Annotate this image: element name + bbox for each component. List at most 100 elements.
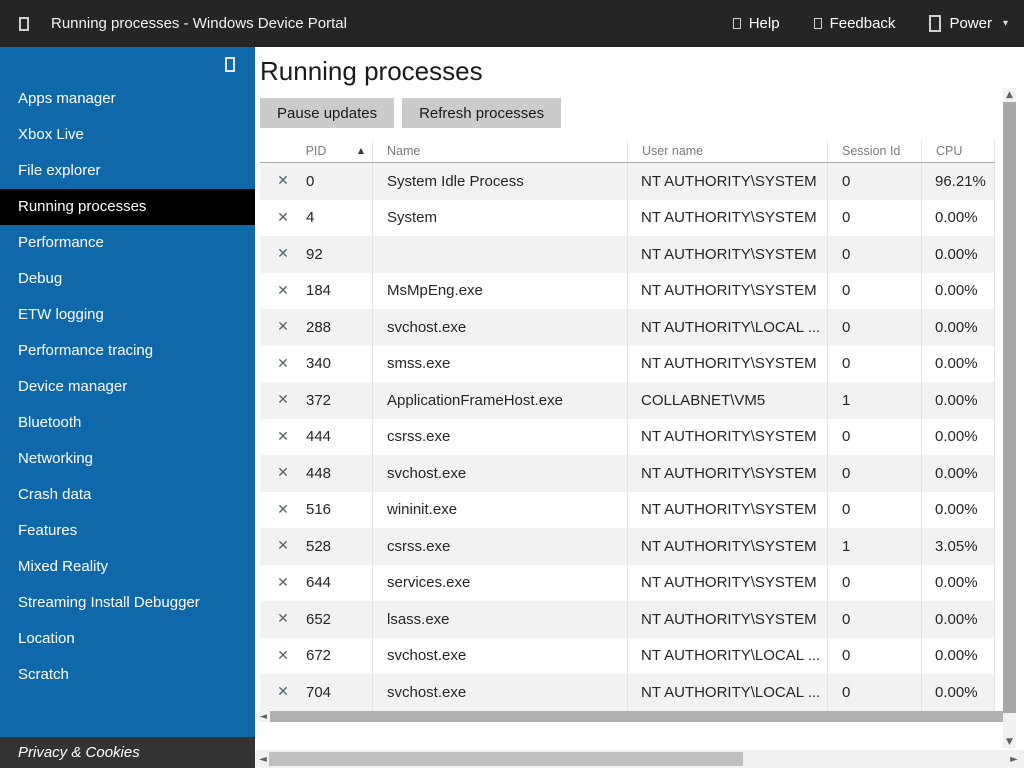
table-header-row: PID ▲ Name User name Session Id CPU (260, 140, 995, 163)
column-header-pid[interactable]: PID ▲ (260, 144, 372, 158)
process-pid: 184 (306, 282, 332, 300)
table-row: ✕ 672 svchost.exe NT AUTHORITY\LOCAL ... 0 0.… (260, 637, 995, 674)
vertical-scrollbar[interactable]: ▲ ▼ (1003, 88, 1016, 748)
kill-process-icon[interactable]: ✕ (277, 428, 289, 445)
sidebar-item-xbox-live[interactable]: Xbox Live (18, 126, 84, 143)
process-cpu: 0.00% (921, 674, 995, 711)
table-row: ✕ 92 NT AUTHORITY\SYSTEM 0 0.00% (260, 236, 995, 273)
table-horizontal-scrollbar-thumb[interactable] (270, 711, 1003, 722)
process-session-id: 0 (827, 345, 921, 382)
table-row: ✕ 184 MsMpEng.exe NT AUTHORITY\SYSTEM 0 0.00% (260, 272, 995, 309)
table-row: ✕ 372 ApplicationFrameHost.exe COLLABNET\VM… (260, 382, 995, 419)
kill-process-icon[interactable]: ✕ (277, 538, 289, 555)
scroll-up-icon[interactable]: ▲ (1006, 89, 1013, 100)
process-session-id: 0 (827, 564, 921, 601)
page-horizontal-scrollbar-thumb[interactable] (269, 752, 743, 766)
process-pid: 528 (306, 537, 332, 555)
collapse-sidebar-icon[interactable] (225, 57, 235, 72)
page-scroll-right-icon[interactable]: ► (1010, 753, 1018, 765)
sidebar-item-scratch[interactable]: Scratch (18, 666, 69, 683)
kill-process-icon[interactable]: ✕ (277, 319, 289, 336)
kill-process-icon[interactable]: ✕ (277, 173, 289, 190)
kill-process-icon[interactable]: ✕ (277, 282, 289, 299)
feedback-button[interactable]: Feedback (813, 15, 896, 32)
table-row: ✕ 644 services.exe NT AUTHORITY\SYSTEM 0 0.00… (260, 564, 995, 601)
process-user-name: NT AUTHORITY\SYSTEM (627, 272, 827, 309)
process-user-name: NT AUTHORITY\SYSTEM (627, 564, 827, 601)
table-horizontal-scrollbar[interactable]: ◄ (258, 711, 1003, 722)
process-name: lsass.exe (372, 601, 627, 638)
process-name: svchost.exe (372, 309, 627, 346)
titlebar-actions: Help Feedback Power ▾ (732, 15, 1008, 32)
sidebar-item-streaming-install-debugger[interactable]: Streaming Install Debugger (18, 594, 200, 611)
sidebar-item-performance-tracing[interactable]: Performance tracing (18, 342, 154, 359)
table-row: ✕ 516 wininit.exe NT AUTHORITY\SYSTEM 0 0.00% (260, 491, 995, 528)
sidebar-item-debug[interactable]: Debug (18, 270, 63, 287)
sidebar-item-networking[interactable]: Networking (18, 450, 94, 467)
column-header-session-id[interactable]: Session Id (827, 140, 921, 162)
sidebar-item-running-processes[interactable]: Running processes (0, 189, 255, 225)
refresh-processes-button[interactable]: Refresh processes (402, 98, 562, 128)
feedback-label: Feedback (829, 15, 896, 32)
sidebar-item-location[interactable]: Location (18, 630, 75, 647)
help-label: Help (748, 15, 780, 32)
process-name: MsMpEng.exe (372, 272, 627, 309)
kill-process-icon[interactable]: ✕ (277, 392, 289, 409)
kill-process-icon[interactable]: ✕ (277, 574, 289, 591)
kill-process-icon[interactable]: ✕ (277, 355, 289, 372)
sidebar-item-apps-manager[interactable]: Apps manager (18, 90, 116, 107)
page-horizontal-scrollbar[interactable]: ◄ ► (255, 750, 1024, 768)
window-title: Running processes - Windows Device Porta… (51, 15, 347, 32)
sidebar-item-performance[interactable]: Performance (18, 234, 104, 251)
process-name (372, 236, 627, 273)
process-name: csrss.exe (372, 418, 627, 455)
kill-process-icon[interactable]: ✕ (277, 209, 289, 226)
process-pid: 92 (306, 245, 323, 263)
power-button[interactable]: Power ▾ (929, 15, 1008, 32)
sort-ascending-icon: ▲ (357, 146, 364, 155)
kill-process-icon[interactable]: ✕ (277, 647, 289, 664)
pause-updates-button[interactable]: Pause updates (260, 98, 395, 128)
vertical-scrollbar-thumb[interactable] (1003, 102, 1016, 713)
sidebar-item-features[interactable]: Features (18, 522, 78, 539)
process-user-name: NT AUTHORITY\LOCAL ... (627, 637, 827, 674)
kill-process-icon[interactable]: ✕ (277, 684, 289, 701)
process-cpu: 0.00% (921, 309, 995, 346)
main-content: Running processes Pause updates Refresh … (255, 47, 1024, 768)
table-row: ✕ 448 svchost.exe NT AUTHORITY\SYSTEM 0 0.00% (260, 455, 995, 492)
process-pid: 644 (306, 574, 332, 592)
process-pid: 444 (306, 428, 332, 446)
process-pid: 652 (306, 610, 332, 628)
process-session-id: 0 (827, 455, 921, 492)
column-header-user-name[interactable]: User name (627, 140, 827, 162)
column-header-cpu[interactable]: CPU (921, 140, 995, 162)
sidebar-item-etw-logging[interactable]: ETW logging (18, 306, 104, 323)
process-user-name: NT AUTHORITY\SYSTEM (627, 199, 827, 236)
kill-process-icon[interactable]: ✕ (277, 246, 289, 263)
kill-process-icon[interactable]: ✕ (277, 501, 289, 518)
page-scroll-left-icon[interactable]: ◄ (259, 753, 267, 765)
help-button[interactable]: Help (732, 15, 780, 32)
sidebar-item-device-manager[interactable]: Device manager (18, 378, 128, 395)
process-user-name: NT AUTHORITY\LOCAL ... (627, 309, 827, 346)
privacy-cookies-link[interactable]: Privacy & Cookies (0, 737, 255, 768)
scroll-down-icon[interactable]: ▼ (1006, 736, 1013, 747)
process-name: wininit.exe (372, 491, 627, 528)
process-name: csrss.exe (372, 528, 627, 565)
sidebar-item-mixed-reality[interactable]: Mixed Reality (18, 558, 109, 575)
chevron-down-icon: ▾ (1002, 18, 1008, 29)
process-session-id: 0 (827, 601, 921, 638)
kill-process-icon[interactable]: ✕ (277, 465, 289, 482)
sidebar-nav: Apps manager Xbox Live File explorer Runnin… (0, 81, 255, 693)
scroll-left-icon[interactable]: ◄ (260, 711, 267, 722)
process-pid: 4 (306, 209, 315, 227)
sidebar-item-crash-data[interactable]: Crash data (18, 486, 92, 503)
app-logo-icon (19, 16, 29, 31)
column-header-name[interactable]: Name (372, 140, 627, 162)
sidebar-item-file-explorer[interactable]: File explorer (18, 162, 101, 179)
kill-process-icon[interactable]: ✕ (277, 611, 289, 628)
process-name: svchost.exe (372, 674, 627, 711)
process-name: ApplicationFrameHost.exe (372, 382, 627, 419)
sidebar-item-bluetooth[interactable]: Bluetooth (18, 414, 82, 431)
